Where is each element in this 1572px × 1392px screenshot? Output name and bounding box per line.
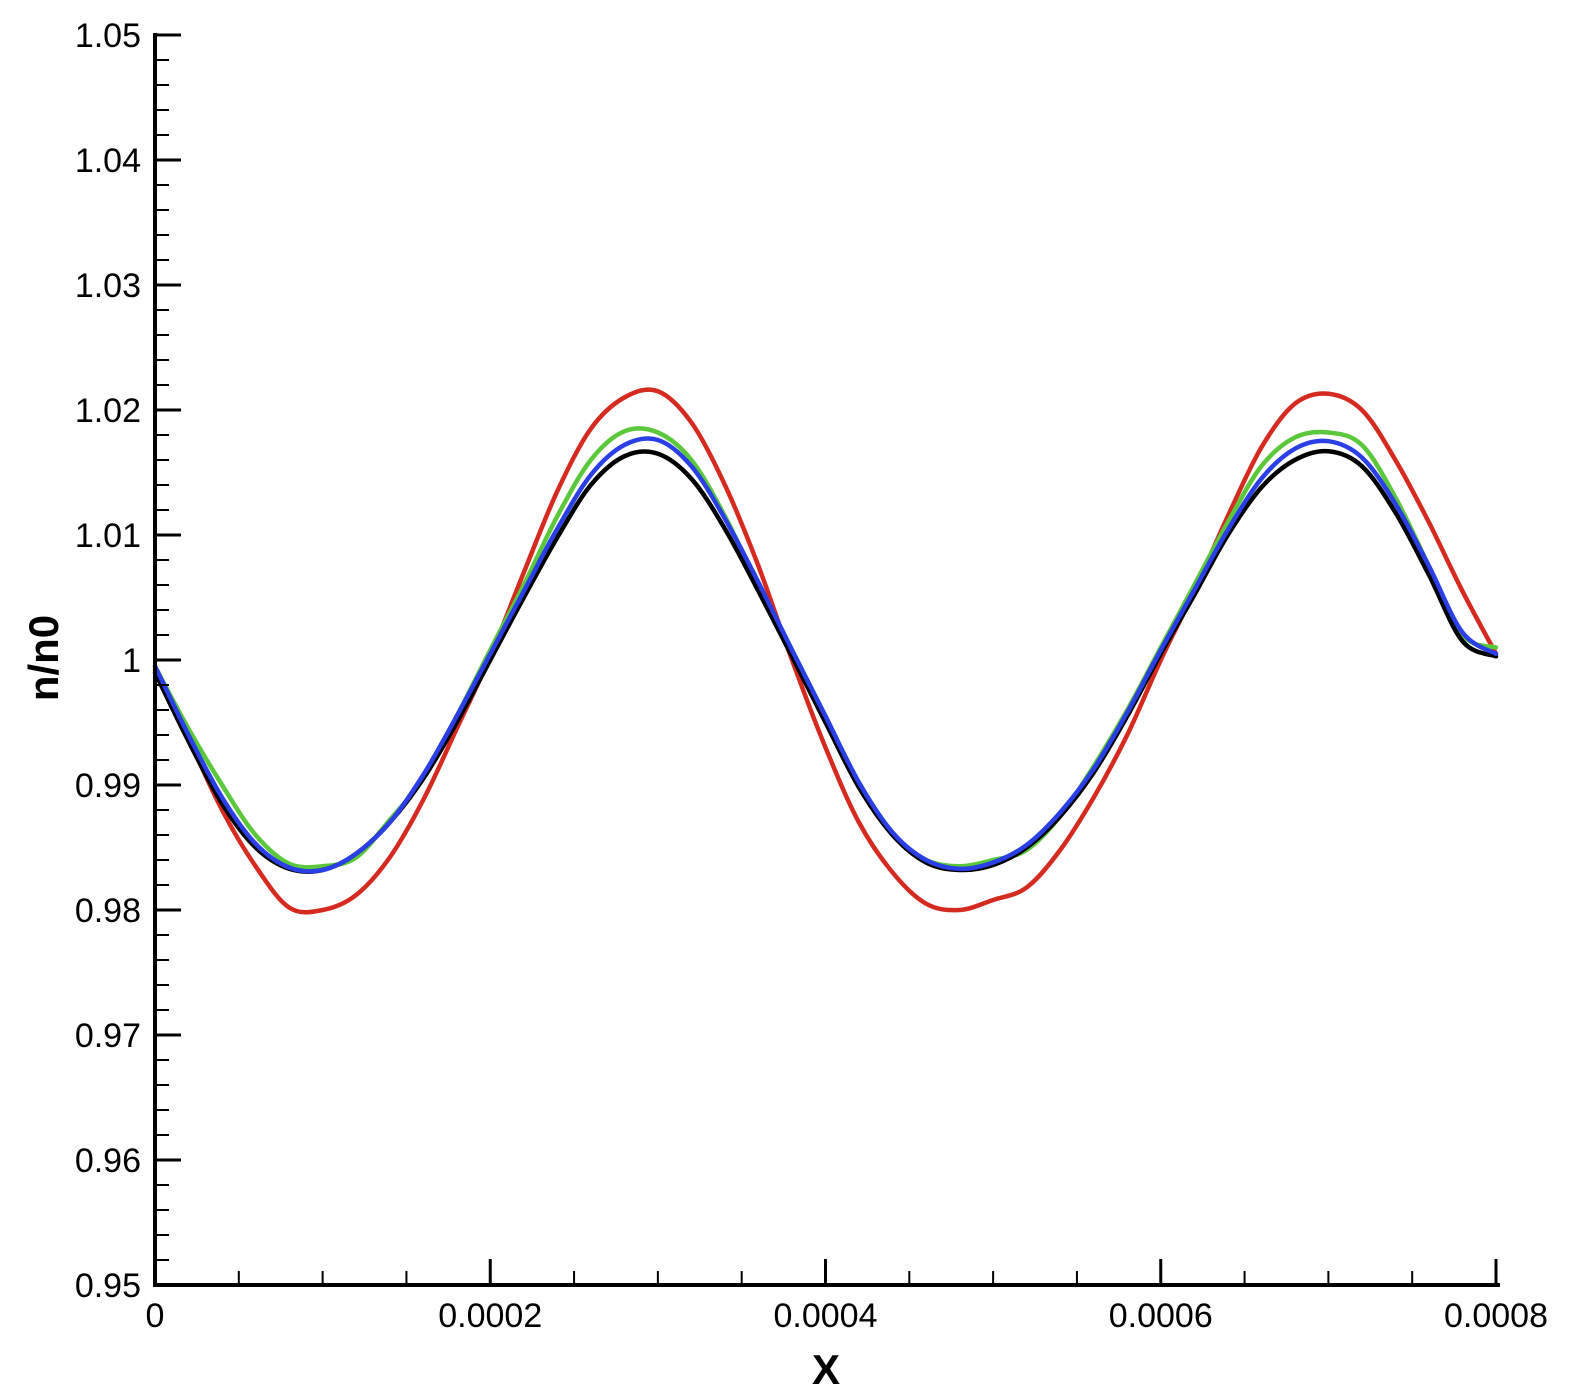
y-tick-label: 0.96: [75, 1142, 141, 1180]
y-tick-label: 1.04: [75, 142, 141, 180]
x-tick-label: 0.0004: [774, 1297, 878, 1335]
x-tick-label: 0: [146, 1297, 165, 1335]
y-axis-title: n/n0: [20, 615, 67, 701]
series-line-2: [152, 426, 1499, 870]
series-line-3: [152, 448, 1499, 874]
series-layer: [152, 387, 1499, 915]
series-line-1: [152, 387, 1499, 915]
x-tick-label: 0.0006: [1109, 1297, 1213, 1335]
x-tick-label: 0.0008: [1444, 1297, 1548, 1335]
y-tick-label: 1.01: [75, 517, 141, 555]
y-tick-label: 0.98: [75, 892, 141, 930]
axes-layer: [153, 33, 1500, 1287]
y-tick-label: 1: [122, 642, 141, 680]
x-tick-label: 0.0002: [438, 1297, 542, 1335]
y-tick-label: 1.03: [75, 267, 141, 305]
x-axis-title: X: [812, 1346, 840, 1392]
ticks-layer: 0.95 0.96 0.97 0.98 0.99 1 1.01 1.02 1.03 1.04 1.0…: [75, 17, 1548, 1335]
series-line-4: [152, 436, 1499, 874]
y-tick-label: 1.02: [75, 392, 141, 430]
y-tick-label: 0.99: [75, 767, 141, 805]
y-tick-label: 1.05: [75, 17, 141, 55]
y-tick-label: 0.95: [75, 1267, 141, 1305]
y-tick-label: 0.97: [75, 1017, 141, 1055]
